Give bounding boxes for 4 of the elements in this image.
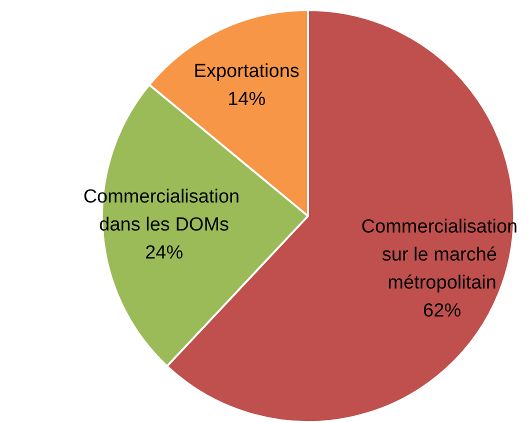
data-label: 62%	[423, 300, 462, 322]
slice-label: Exportations	[194, 61, 300, 82]
data-label: 24%	[145, 242, 184, 264]
data-label: 14%	[228, 89, 266, 110]
